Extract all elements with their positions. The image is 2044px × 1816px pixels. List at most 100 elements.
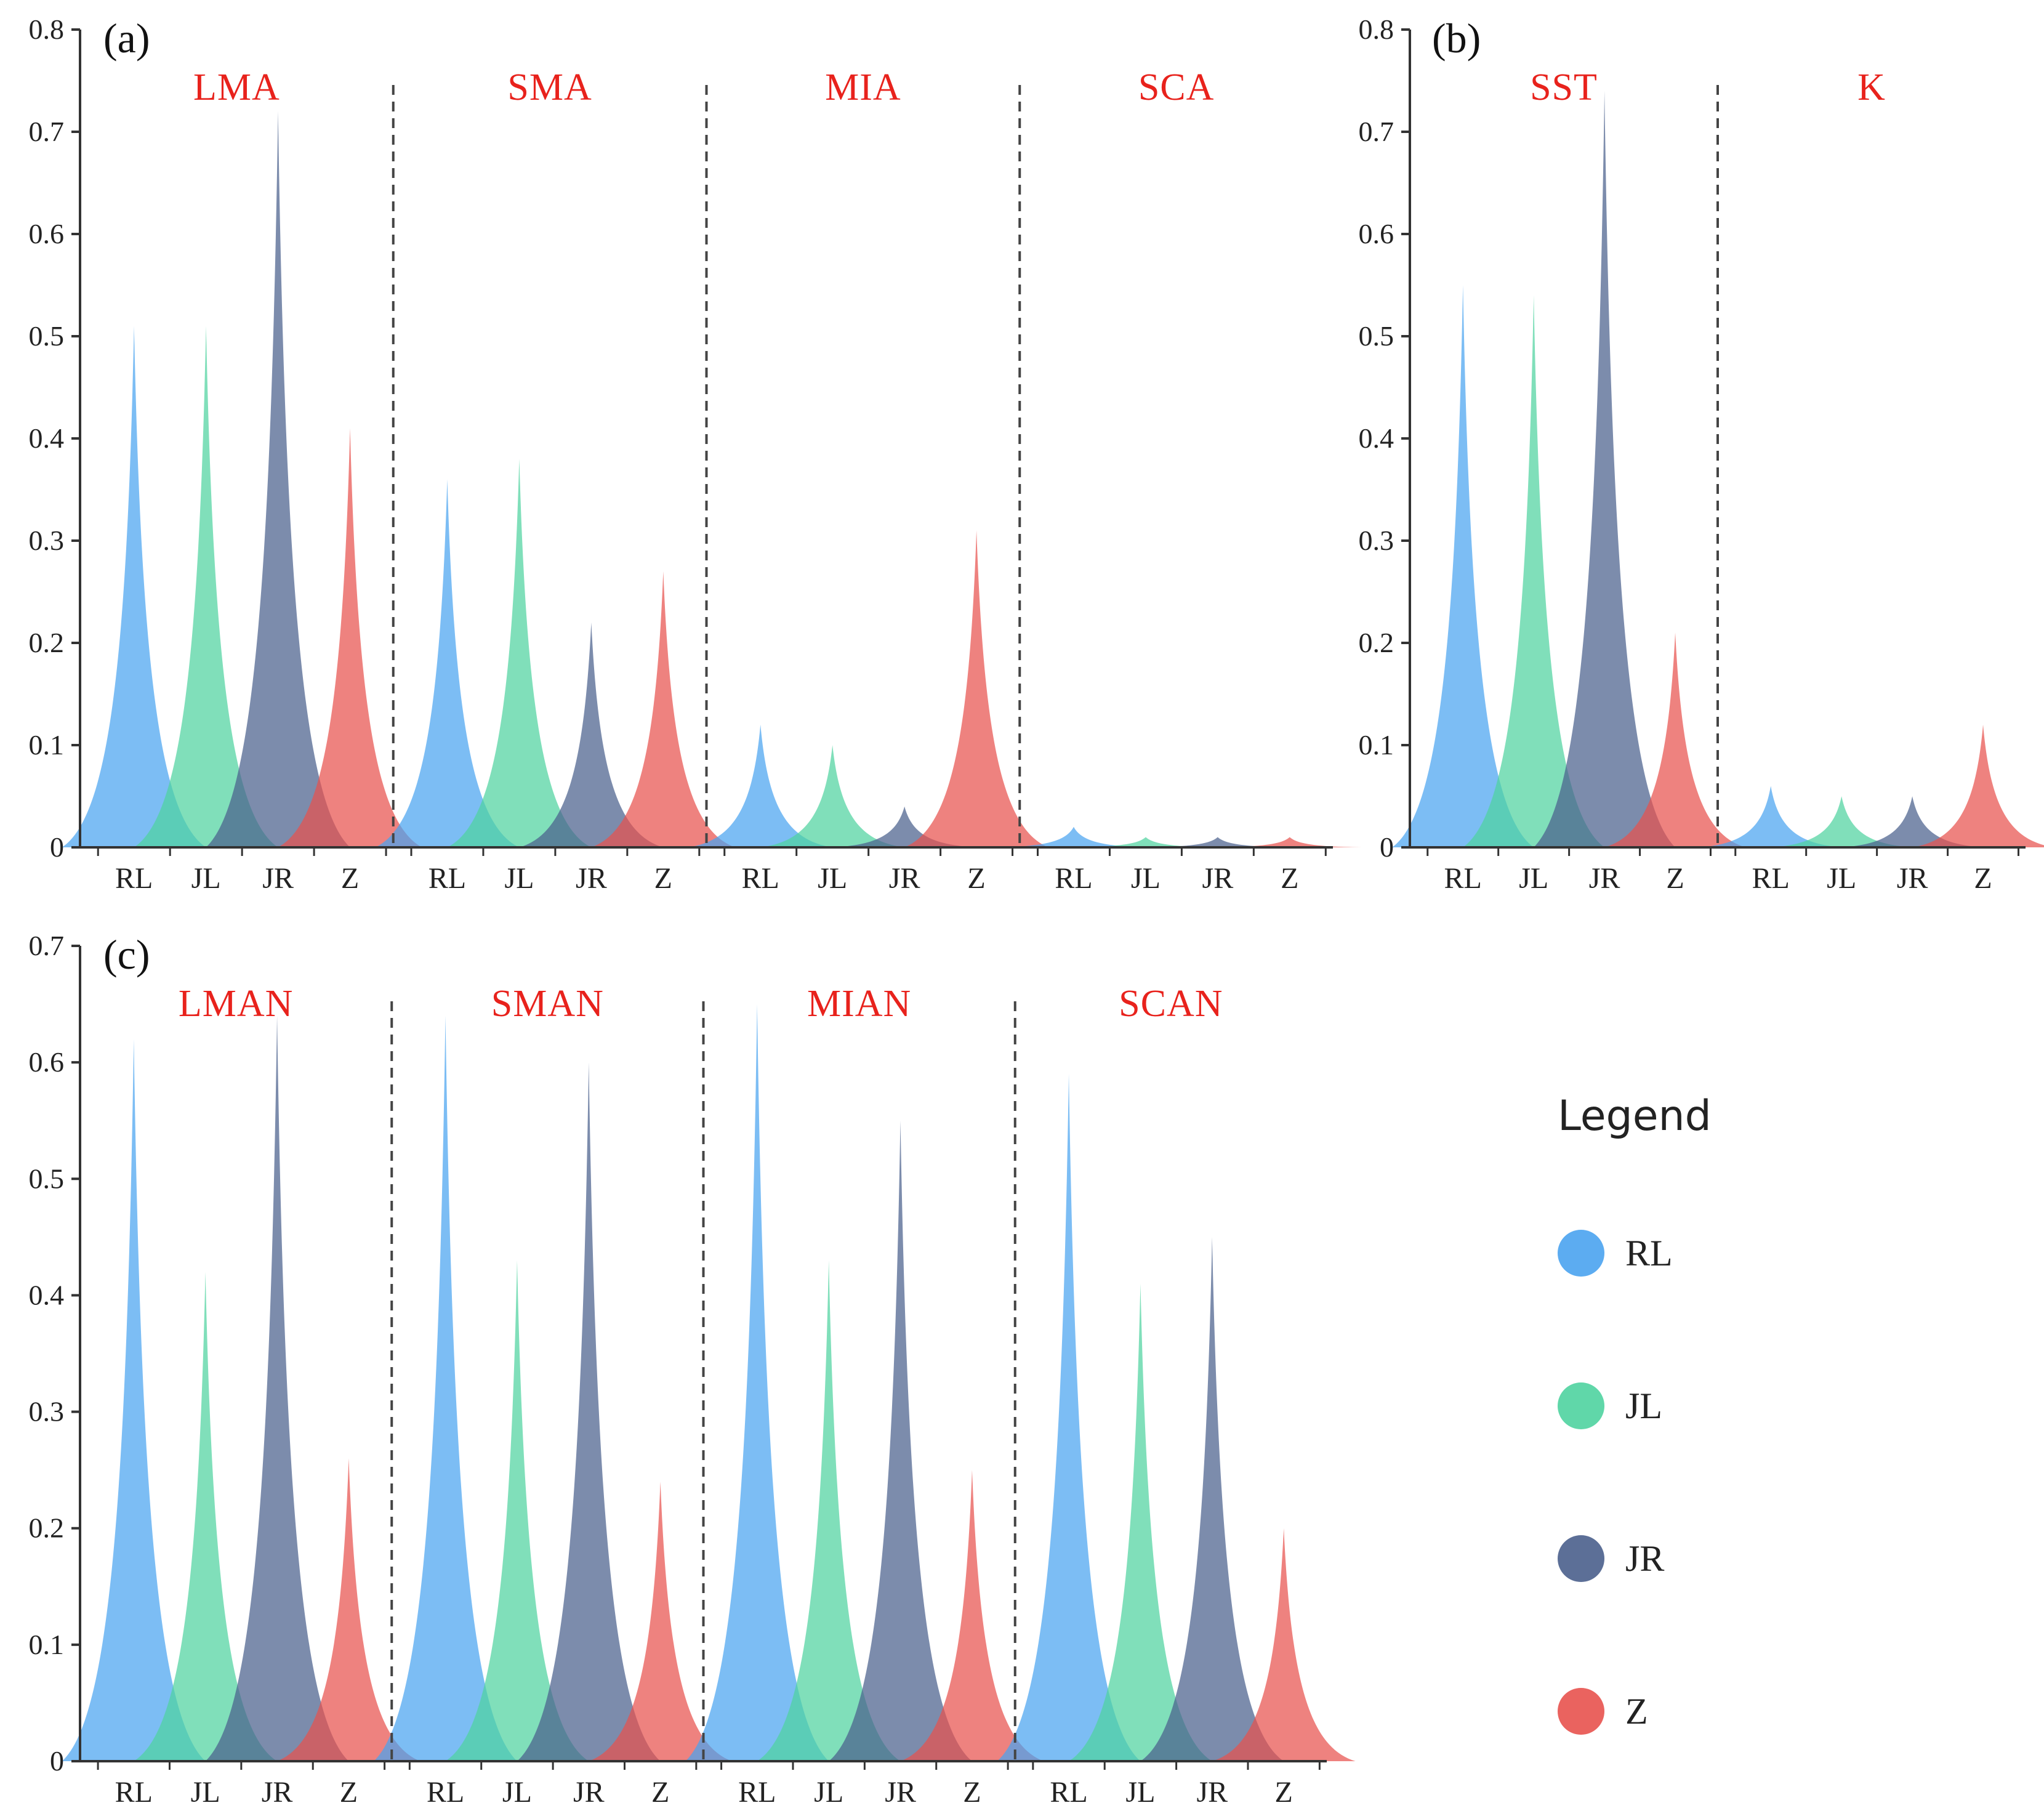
area-K-Z (1912, 724, 2044, 847)
area-MIAN-Z (900, 1470, 1044, 1761)
x-category-label-JR: JR (262, 1776, 293, 1809)
legend-label-JL: JL (1625, 1386, 1662, 1426)
area-SCAN-Z (1212, 1528, 1356, 1761)
area-MIA-Z (904, 530, 1049, 847)
x-category-label-JR: JR (1897, 862, 1928, 895)
x-category-label-JR: JR (262, 862, 294, 895)
x-category-label-JL: JL (1827, 862, 1856, 895)
area-SCA-JR (1145, 837, 1290, 847)
y-tick-label: 0.5 (29, 320, 65, 352)
group-label-MIAN: MIAN (807, 983, 911, 1025)
x-category-label-Z: Z (340, 1776, 358, 1809)
x-category-label-Z: Z (341, 862, 359, 895)
area-LMA-RL (62, 326, 206, 847)
area-SMA-RL (375, 479, 520, 847)
area-K-RL (1700, 786, 1842, 847)
x-category-label-Z: Z (1974, 862, 1992, 895)
x-category-label-JL: JL (191, 862, 221, 895)
y-tick-label: 0.1 (1359, 729, 1394, 761)
x-category-label-JL: JL (1131, 862, 1161, 895)
group-label-SCA: SCA (1138, 67, 1215, 108)
x-category-label-RL: RL (1752, 862, 1790, 895)
group-label-MIA: MIA (825, 67, 901, 108)
group-label-SCAN: SCAN (1119, 983, 1223, 1025)
x-category-label-JL: JL (504, 862, 534, 895)
panel-0: LMA SMA MIA SCA 0 0.1 0.2 0.3 0.4 0.5 0.6 0.7 0.8 RL J… (29, 14, 1362, 895)
y-tick-label: 0.4 (1359, 422, 1394, 454)
y-tick-label: 0.3 (29, 1396, 65, 1427)
x-category-label-JR: JR (885, 1776, 916, 1809)
area-SCAN-JL (1069, 1283, 1212, 1761)
panel-label: (a) (103, 15, 150, 62)
panel-1: SST K 0 0.1 0.2 0.3 0.4 0.5 0.6 0.7 0.8 RL JL JR Z RL JL… (1359, 14, 2044, 895)
area-SMA-JR (519, 622, 664, 847)
y-tick-label: 0.2 (29, 627, 65, 658)
x-category-label-RL: RL (427, 1776, 464, 1809)
y-tick-label: 0.7 (29, 116, 65, 147)
y-tick-label: 0.5 (29, 1163, 65, 1194)
legend-label-JR: JR (1625, 1538, 1664, 1579)
area-MIAN-JL (757, 1260, 901, 1761)
x-category-label-Z: Z (654, 862, 672, 895)
x-category-label-JL: JL (814, 1776, 843, 1809)
area-SCA-JL (1073, 837, 1218, 847)
y-tick-label: 0.1 (29, 1629, 65, 1660)
x-category-label-JL: JL (1519, 862, 1548, 895)
x-category-label-RL: RL (115, 1776, 153, 1809)
group-label-SMA: SMA (507, 67, 592, 108)
legend-label-RL: RL (1625, 1233, 1673, 1273)
x-category-label-JR: JR (576, 862, 607, 895)
area-SMAN-JR (517, 1062, 661, 1761)
y-tick-label: 0.6 (1359, 218, 1394, 249)
legend-swatch-Z (1558, 1688, 1604, 1735)
x-category-label-JL: JL (1125, 1776, 1155, 1809)
area-SMAN-RL (374, 1015, 517, 1761)
area-LMAN-JL (134, 1272, 278, 1761)
area-SCAN-RL (997, 1074, 1141, 1761)
area-SMA-Z (591, 571, 736, 847)
x-category-label-RL: RL (1055, 862, 1092, 895)
y-tick-label: 0 (1380, 831, 1394, 863)
area-SMAN-JL (445, 1260, 589, 1761)
y-tick-label: 0 (50, 1745, 64, 1777)
x-category-label-JR: JR (889, 862, 920, 895)
y-tick-label: 0.4 (29, 422, 65, 454)
area-LMA-Z (278, 428, 422, 847)
x-category-label-Z: Z (1275, 1776, 1293, 1809)
y-tick-label: 0.5 (1359, 320, 1394, 352)
areas-1 (1392, 91, 2044, 848)
group-label-K: K (1857, 67, 1886, 108)
legend-swatch-JR (1558, 1535, 1604, 1582)
x-category-label-Z: Z (963, 1776, 981, 1809)
x-category-label-Z: Z (651, 1776, 669, 1809)
group-label-LMA: LMA (193, 67, 280, 108)
x-category-label-JL: JL (818, 862, 847, 895)
areas-2 (62, 1004, 1356, 1761)
group-label-SST: SST (1530, 67, 1598, 108)
y-tick-label: 0.8 (1359, 14, 1394, 45)
panel-2: LMAN SMAN MIAN SCAN 0 0.1 0.2 0.3 0.4 0.5 0.6 0.7 RL… (29, 930, 1356, 1809)
x-category-label-JL: JL (502, 1776, 532, 1809)
area-SMAN-Z (589, 1482, 733, 1761)
x-category-label-RL: RL (429, 862, 466, 895)
x-category-label-RL: RL (742, 862, 779, 895)
x-category-label-JR: JR (1589, 862, 1620, 895)
x-category-label-JL: JL (191, 1776, 220, 1809)
y-tick-label: 0.1 (29, 729, 65, 761)
area-LMAN-JR (205, 1015, 349, 1761)
x-category-label-Z: Z (1666, 862, 1684, 895)
x-category-label-RL: RL (1444, 862, 1482, 895)
area-K-JL (1771, 796, 1913, 847)
y-tick-label: 0.2 (29, 1512, 65, 1544)
x-category-label-RL: RL (1050, 1776, 1087, 1809)
area-MIAN-JR (829, 1120, 972, 1761)
y-tick-label: 0.3 (29, 525, 65, 556)
y-tick-label: 0.7 (29, 930, 65, 961)
area-MIAN-RL (685, 1004, 829, 1761)
area-LMA-JR (206, 111, 350, 847)
area-LMAN-Z (277, 1458, 420, 1761)
y-tick-label: 0.4 (29, 1279, 65, 1310)
area-SCA-Z (1217, 837, 1362, 847)
x-category-label-JR: JR (573, 1776, 605, 1809)
